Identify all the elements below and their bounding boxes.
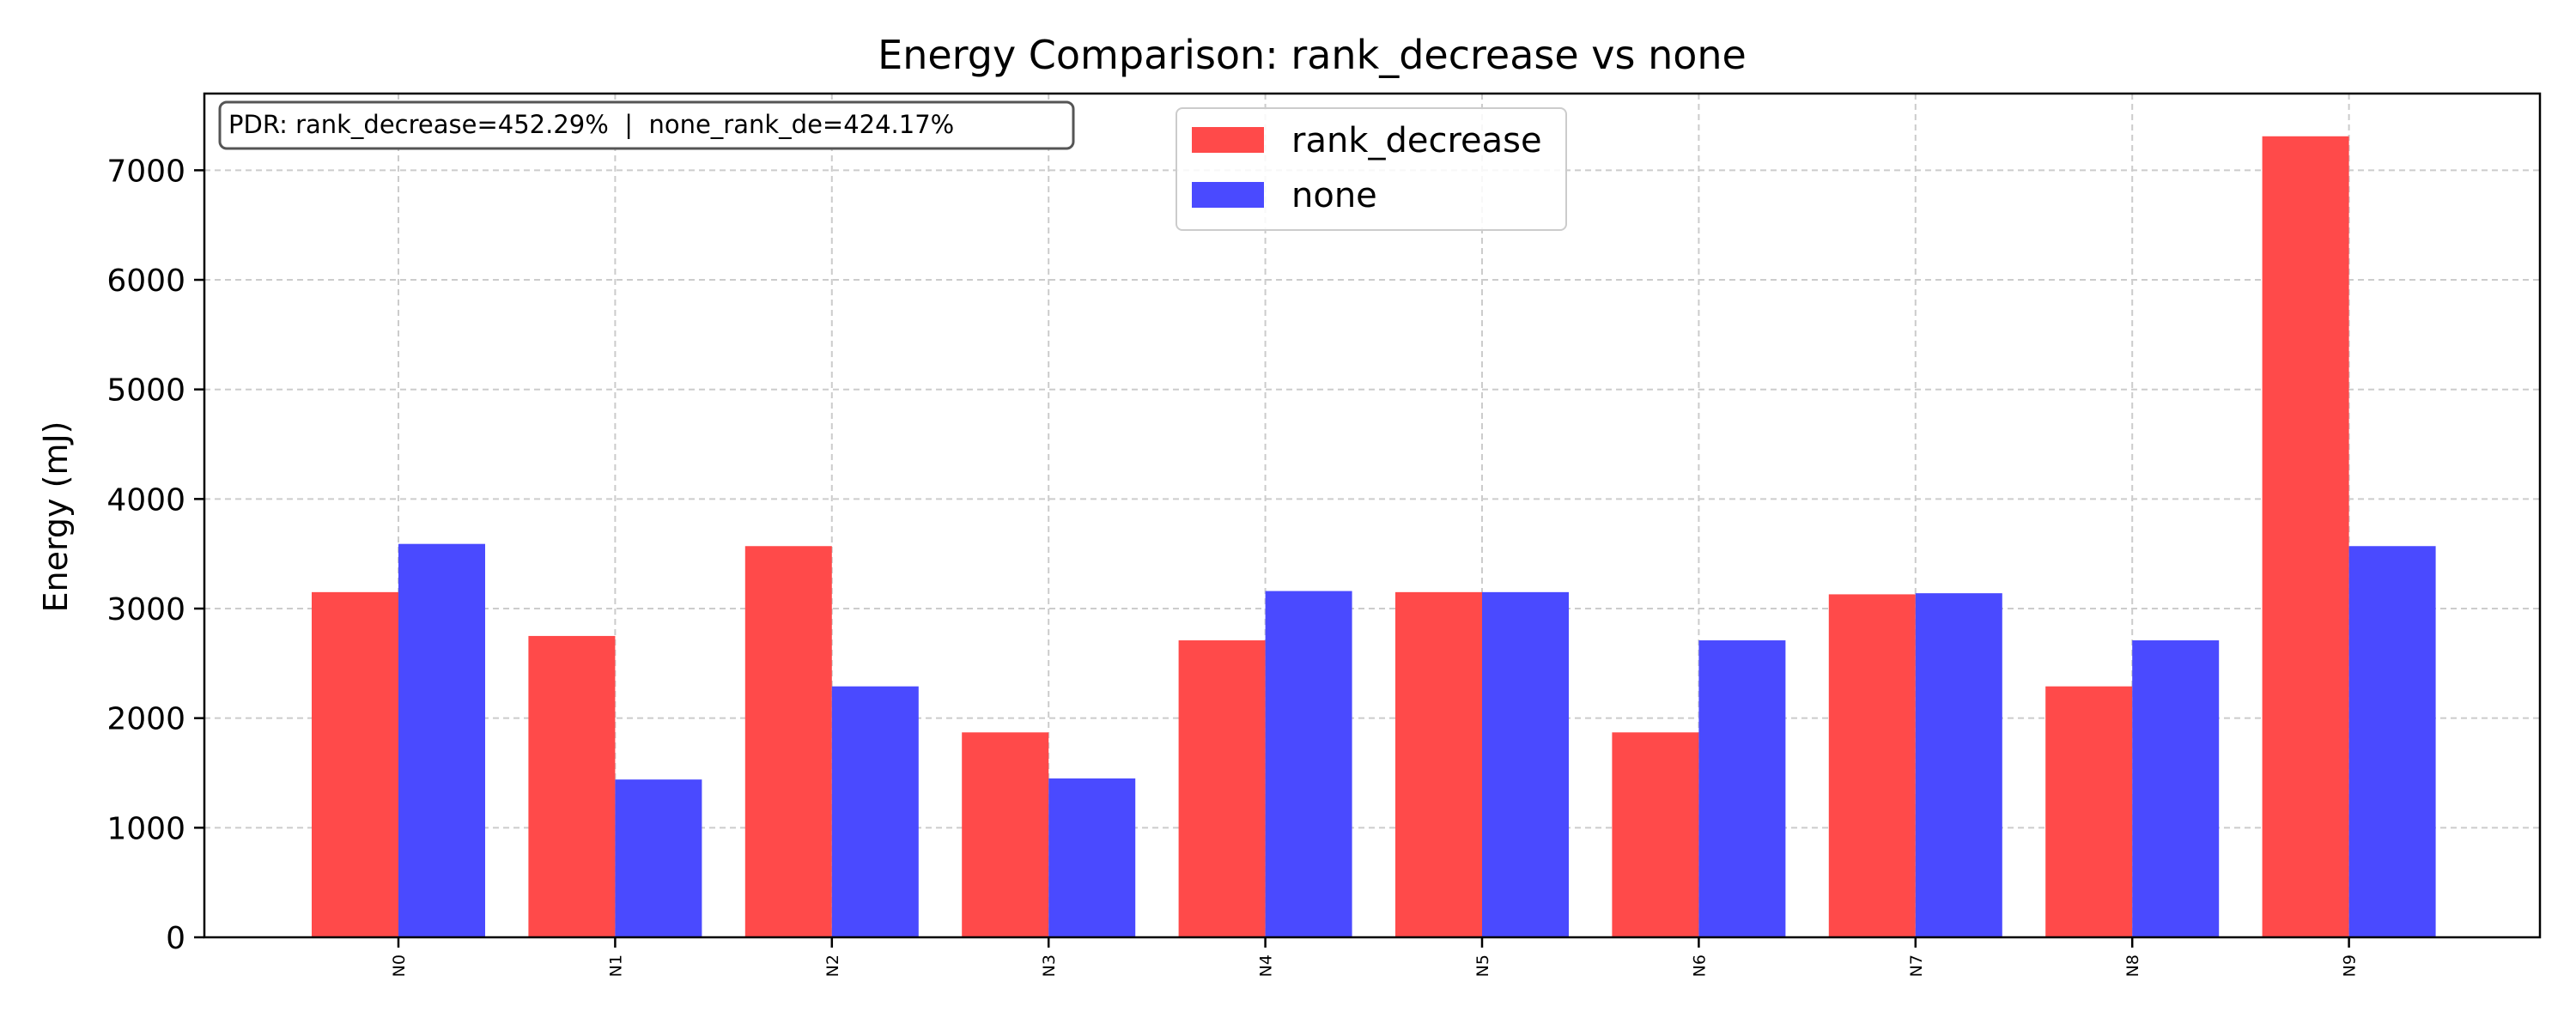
chart-title: Energy Comparison: rank_decrease vs none: [878, 32, 1747, 78]
legend-swatch-none: [1192, 182, 1264, 208]
bar-none-n0: [398, 543, 485, 937]
bar-none-n1: [615, 779, 702, 937]
bar-rank-decrease-n0: [312, 591, 398, 937]
bar-none-n2: [831, 686, 919, 937]
legend-label-rank-decrease: rank_decrease: [1291, 121, 1542, 161]
legend: rank_decrease none: [1176, 107, 1567, 231]
axes: [194, 92, 2542, 948]
tick-labels: 0 1000 2000 3000 4000 5000 6000 7000 N0 N1 N2 N3 N4 N…: [106, 154, 2359, 977]
y-tick-label: 6000: [106, 264, 185, 299]
x-tick-label: N5: [1473, 954, 1492, 977]
bar-none-n6: [1698, 640, 1786, 937]
x-tick-label: N2: [823, 954, 842, 977]
plot-frame: [203, 92, 2542, 939]
pdr-annotation-frame: [218, 100, 1075, 150]
y-tick-label: 2000: [106, 702, 185, 737]
bar-rank-decrease-n6: [1612, 732, 1699, 937]
y-tick-label: 4000: [106, 482, 185, 518]
y-tick-label: 1000: [106, 811, 185, 846]
bar-none-n9: [2348, 546, 2436, 937]
y-tick-label: 7000: [106, 154, 185, 189]
x-tick-label: N4: [1257, 954, 1276, 977]
bar-rank-decrease-n7: [1828, 594, 1916, 937]
bar-none-n8: [2132, 640, 2220, 937]
bar-rank-decrease-n9: [2262, 136, 2349, 937]
x-tick-label: N6: [1690, 954, 1709, 977]
y-tick-label: 3000: [106, 592, 185, 627]
x-tick-label: N8: [2123, 954, 2142, 977]
bar-rank-decrease-n8: [2045, 686, 2133, 937]
bar-none-n3: [1048, 778, 1136, 937]
bar-rank-decrease-n3: [962, 732, 1049, 937]
y-tick-label: 0: [166, 921, 185, 956]
bar-none-n7: [1915, 593, 2002, 937]
legend-swatch-rank-decrease: [1192, 127, 1264, 153]
bar-rank-decrease-n4: [1178, 640, 1266, 937]
bar-rank-decrease-n2: [744, 546, 832, 937]
pdr-annotation-box: PDR: rank_decrease=452.29% | none_rank_d…: [218, 100, 1075, 150]
x-tick-label: N3: [1040, 954, 1059, 977]
x-tick-label: N7: [1907, 954, 1926, 977]
bars: [312, 136, 2436, 937]
legend-frame: [1176, 107, 1567, 231]
bar-none-n5: [1482, 591, 1569, 937]
x-tick-label: N9: [2341, 954, 2360, 977]
pdr-annotation: PDR: rank_decrease=452.29% | none_rank_d…: [228, 110, 954, 139]
bar-rank-decrease-n5: [1395, 591, 1482, 937]
x-tick-label: N0: [390, 954, 409, 977]
y-axis-label: Energy (mJ): [37, 421, 75, 613]
x-tick-label: N1: [606, 954, 625, 977]
legend-label-none: none: [1291, 176, 1377, 215]
bar-none-n4: [1265, 591, 1352, 937]
bar-rank-decrease-n1: [528, 635, 616, 937]
y-tick-label: 5000: [106, 373, 185, 409]
